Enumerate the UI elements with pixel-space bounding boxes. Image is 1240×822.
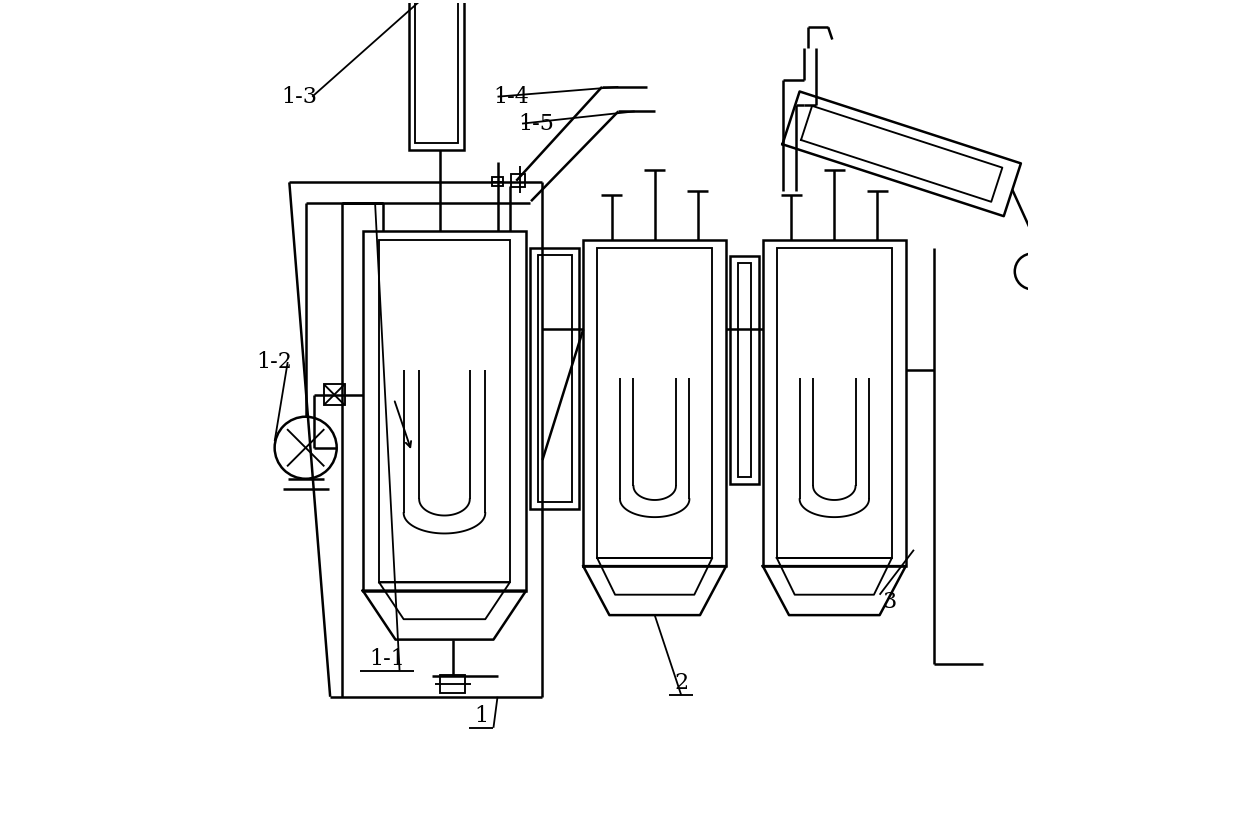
Bar — [537, 255, 572, 501]
Text: 1-4: 1-4 — [494, 85, 529, 108]
Text: 1: 1 — [474, 705, 489, 727]
Bar — [763, 239, 905, 566]
Bar — [492, 177, 503, 187]
Bar — [440, 675, 465, 693]
Text: 3: 3 — [883, 591, 897, 612]
Bar — [776, 247, 892, 558]
Text: 1-5: 1-5 — [518, 113, 554, 135]
Bar — [415, 0, 458, 143]
Bar — [583, 239, 727, 566]
Bar — [511, 174, 526, 187]
Bar — [363, 231, 526, 591]
Text: 2: 2 — [675, 672, 688, 695]
Bar — [598, 247, 712, 558]
Bar — [379, 239, 510, 583]
Bar — [531, 247, 579, 509]
Bar — [324, 384, 345, 405]
Bar — [738, 263, 751, 477]
Text: 1-2: 1-2 — [257, 351, 293, 373]
Bar — [408, 0, 464, 150]
Bar — [730, 256, 759, 484]
Text: 1-1: 1-1 — [370, 648, 405, 670]
Text: 1-3: 1-3 — [281, 85, 317, 108]
